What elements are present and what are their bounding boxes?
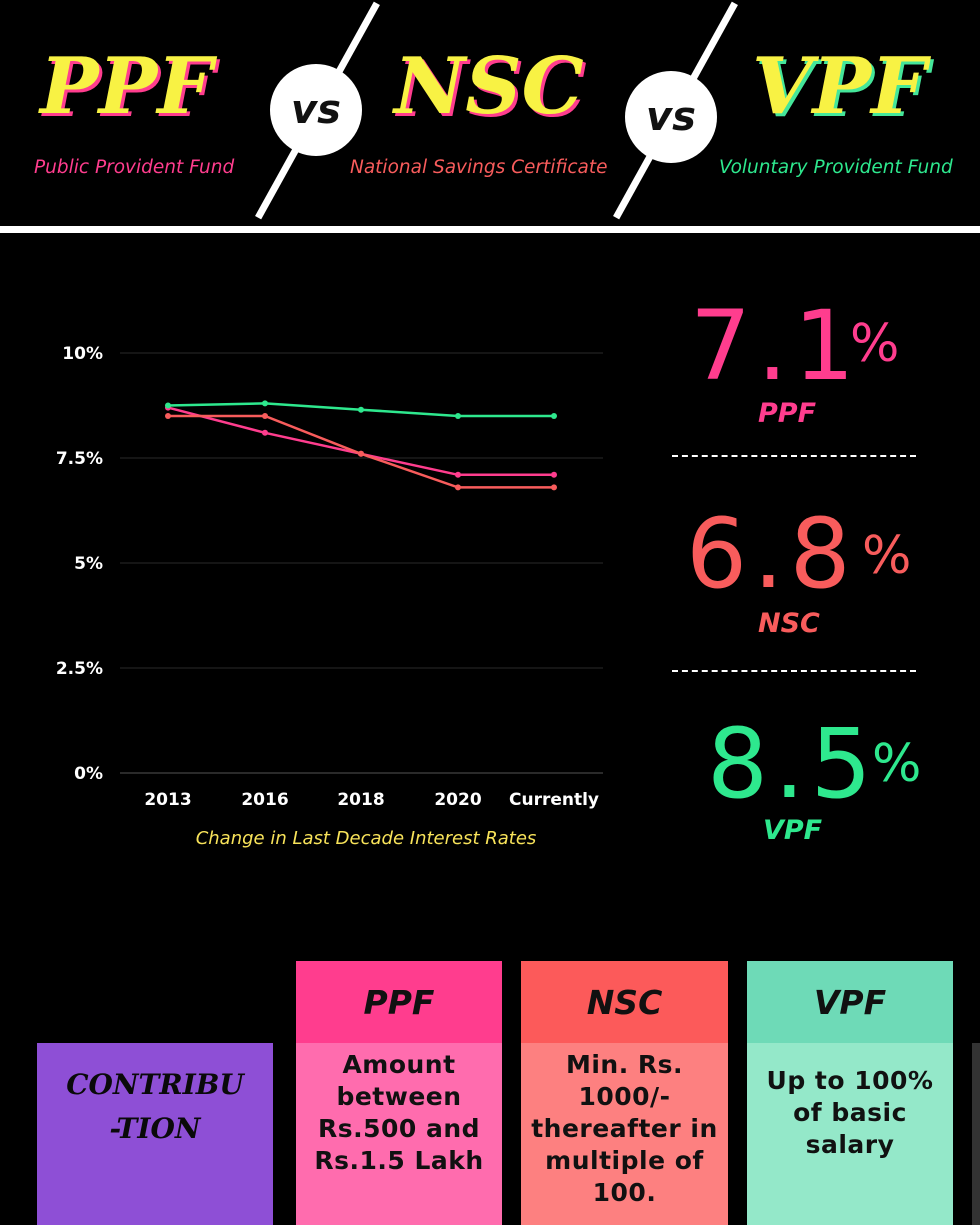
ppf-rate-label: PPF [758, 398, 817, 429]
nsc-data-point [551, 484, 557, 491]
ppf-data-point [551, 471, 557, 478]
nsc-rate-value: 6.8 [686, 498, 857, 610]
nsc-title: NSC [394, 41, 584, 132]
ppf-data-point [455, 471, 461, 478]
nsc-subtitle: National Savings Certificate [350, 157, 608, 178]
table-cell-nsc-contribution: Min. Rs. 1000/- thereafter in multiple o… [521, 1043, 728, 1225]
ppf-rate-value: 7.1 [690, 290, 861, 402]
vpf-data-point [455, 413, 461, 419]
table-header-ppf: PPF [296, 961, 502, 1043]
y-tick-label: 2.5% [56, 659, 103, 679]
table-cell-ppf-contribution: Amount between Rs.500 and Rs.1.5 Lakh [296, 1043, 502, 1225]
table-edge [972, 1043, 980, 1225]
ppf-series-line [167, 406, 554, 477]
ppf-data-point [262, 429, 268, 436]
cell-line: Min. Rs. [565, 1050, 684, 1079]
vpf-title: VPF [752, 41, 927, 132]
chart-caption: Change in Last Decade Interest Rates [195, 828, 537, 849]
cell-line: of basic [793, 1098, 907, 1127]
nsc-rate-percent: % [862, 526, 912, 586]
vpf-data-point [165, 402, 171, 409]
x-tick-label: 2020 [434, 790, 481, 810]
vs-badge: vs [625, 71, 717, 163]
ppf-subtitle: Public Provident Fund [34, 157, 235, 178]
vpf-data-point [358, 406, 364, 413]
row-header-line: -TION [109, 1112, 201, 1145]
x-tick-label: 2016 [241, 790, 288, 810]
cell-line: between [336, 1082, 462, 1111]
interest-rate-line-chart: 10% 7.5% 5% 2.5% 0% 2013 2016 2018 2020 Currently [56, 344, 603, 810]
y-tick-label: 10% [62, 344, 103, 364]
vpf-data-point [551, 413, 557, 419]
vs-label: vs [646, 94, 696, 140]
table-header-nsc: NSC [521, 961, 728, 1043]
vpf-rate-label: VPF [763, 815, 823, 846]
cell-line: salary [805, 1130, 895, 1159]
x-tick-label: Currently [509, 790, 599, 810]
table-cell-vpf-contribution: Up to 100% of basic salary [747, 1043, 953, 1225]
y-tick-label: 0% [74, 764, 103, 784]
table-header-vpf: VPF [747, 961, 953, 1043]
y-tick-label: 5% [74, 554, 103, 574]
vs-label: vs [291, 87, 341, 133]
nsc-rate-label: NSC [758, 608, 820, 639]
vpf-subtitle: Voluntary Provident Fund [719, 157, 953, 178]
row-header-line: CONTRIBU [66, 1068, 244, 1101]
nsc-data-point [165, 413, 171, 419]
cell-line: Rs.1.5 Lakh [314, 1146, 484, 1175]
header-separator [0, 226, 980, 233]
vs-badge: vs [270, 64, 362, 156]
ppf-rate-percent: % [850, 314, 900, 374]
vpf-rate-value: 8.5 [707, 708, 878, 820]
cell-line: Amount [342, 1050, 456, 1079]
y-tick-label: 7.5% [56, 449, 103, 469]
cell-line: 1000/- [578, 1082, 671, 1111]
nsc-data-point [358, 450, 364, 457]
table-row-header-contribution: CONTRIBU -TION [37, 1043, 273, 1225]
cell-line: Up to 100% [766, 1066, 934, 1095]
cell-line: 100. [592, 1178, 657, 1207]
x-tick-label: 2013 [144, 790, 191, 810]
x-tick-label: 2018 [337, 790, 384, 810]
cell-line: Rs.500 and [317, 1114, 481, 1143]
dashed-divider [672, 455, 916, 457]
cell-line: thereafter in [531, 1114, 718, 1143]
ppf-title: PPF [40, 41, 213, 132]
nsc-data-point [262, 413, 268, 419]
dashed-divider [672, 670, 916, 672]
vpf-data-point [262, 400, 268, 407]
nsc-data-point [455, 484, 461, 491]
vpf-rate-percent: % [872, 734, 922, 794]
cell-line: multiple of [545, 1146, 704, 1175]
